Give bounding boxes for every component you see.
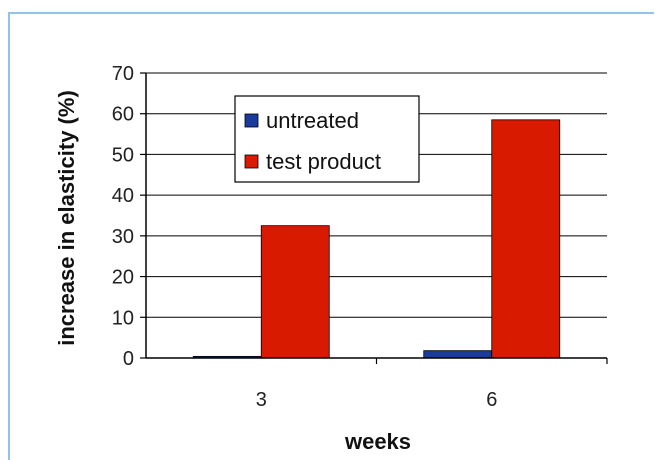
legend-label-untreated: untreated <box>266 108 359 133</box>
legend-box <box>234 95 420 183</box>
y-axis-title: increase in elasticity (%) <box>54 90 79 346</box>
x-tick-label: 6 <box>486 389 497 411</box>
y-tick-label: 40 <box>112 185 134 207</box>
y-tick-label: 60 <box>112 104 134 126</box>
y-tick-label: 0 <box>123 348 134 370</box>
y-tick-label: 70 <box>112 63 134 85</box>
legend: untreated test product <box>234 95 420 183</box>
bar-untreated-week-6 <box>423 350 493 359</box>
y-tick-label: 10 <box>112 307 134 329</box>
x-axis-title: weeks <box>344 429 411 454</box>
bar-test-product-week-6 <box>491 119 561 359</box>
x-tick-label: 3 <box>256 389 267 411</box>
y-tick-label: 50 <box>112 144 134 166</box>
y-axis-ticks: 0 10 20 30 40 50 60 70 <box>112 63 146 370</box>
legend-label-test-product: test product <box>266 149 381 174</box>
chart-frame <box>8 12 654 460</box>
y-tick-label: 30 <box>112 226 134 248</box>
y-tick-label: 20 <box>112 267 134 289</box>
legend-swatch-untreated <box>244 113 259 128</box>
bars <box>192 119 561 359</box>
legend-swatch-test-product <box>244 154 259 169</box>
bar-test-product-week-3 <box>260 225 330 359</box>
